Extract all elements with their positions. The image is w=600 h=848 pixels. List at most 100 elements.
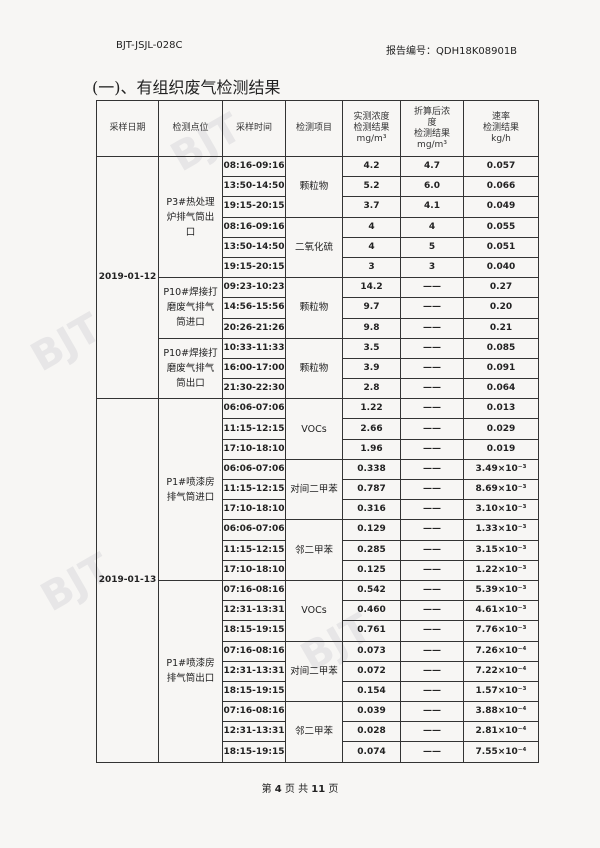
converted-concentration: 6.0 <box>400 176 464 198</box>
emission-rate: 7.76×10⁻³ <box>463 620 539 642</box>
sampling-point: P3#热处理炉排气筒出口 <box>158 155 223 279</box>
table-row: 2019-01-13 P1#喷漆房排气筒进口 06:06-07:06 VOCs 1.22… <box>96 398 539 763</box>
emission-rate: 0.051 <box>463 236 539 258</box>
table-row: P10#焊接打磨废气排气筒出口 10:33-11:33 颗粒物 3.5 —— 0.085 <box>97 337 539 400</box>
emission-rate: 0.064 <box>463 378 539 400</box>
sampling-time: 06:06-07:06 <box>222 398 286 420</box>
sampling-time: 20:26-21:26 <box>222 317 286 339</box>
footer-text: 页 共 <box>284 784 309 795</box>
emission-rate: 2.81×10⁻⁴ <box>463 721 539 743</box>
table-row: 18:15-19:15 0.074 —— 7.55×10⁻⁴ <box>97 741 539 763</box>
emission-rate: 5.39×10⁻³ <box>463 579 539 602</box>
measured-concentration: 4 <box>342 216 401 238</box>
converted-concentration: —— <box>400 317 464 339</box>
measured-concentration: 0.129 <box>342 519 401 541</box>
emission-rate: 4.61×10⁻³ <box>463 600 539 622</box>
emission-rate: 0.091 <box>463 357 539 380</box>
measured-concentration: 0.316 <box>342 499 401 521</box>
emission-rate: 0.057 <box>463 155 539 178</box>
total-pages: 11 <box>311 784 326 795</box>
sampling-time: 14:56-15:56 <box>222 297 286 319</box>
converted-concentration: —— <box>400 398 464 420</box>
table-row: 20:26-21:26 9.8 —— 0.21 <box>97 317 539 339</box>
table-row: 19:15-20:15 3 3 0.040 <box>97 256 539 279</box>
converted-concentration: —— <box>400 640 464 662</box>
test-item: 颗粒物 <box>285 277 343 339</box>
converted-concentration: —— <box>400 499 464 521</box>
emission-rate: 1.57×10⁻³ <box>463 680 539 703</box>
emission-rate: 8.69×10⁻³ <box>463 478 539 501</box>
emission-rate: 3.15×10⁻³ <box>463 539 539 561</box>
sampling-time: 13:50-14:50 <box>222 236 286 258</box>
converted-concentration: —— <box>400 378 464 400</box>
sampling-point: P10#焊接打磨废气排气筒进口 <box>158 277 223 339</box>
table-row: 14:56-15:56 9.7 —— 0.20 <box>97 297 539 319</box>
test-item: 邻二甲苯 <box>285 701 343 763</box>
converted-concentration: —— <box>400 478 464 501</box>
emission-rate: 7.26×10⁻⁴ <box>463 640 539 662</box>
sampling-time: 11:15-12:15 <box>222 478 286 501</box>
table-row: 06:06-07:06 对间二甲苯 0.338 —— 3.49×10⁻³ <box>97 458 539 521</box>
sampling-time: 11:15-12:15 <box>222 539 286 561</box>
measured-concentration: 2.66 <box>342 418 401 440</box>
emission-rate: 0.019 <box>463 438 539 460</box>
report-number-label: 报告编号： <box>386 46 436 57</box>
converted-concentration: 4.1 <box>400 196 464 218</box>
measured-concentration: 0.074 <box>342 741 401 763</box>
report-number: 报告编号：QDH18K08901B <box>386 42 517 57</box>
converted-concentration: —— <box>400 438 464 460</box>
footer-text: 第 <box>261 784 272 795</box>
emission-rate: 0.055 <box>463 216 539 238</box>
sampling-time: 18:15-19:15 <box>222 620 286 642</box>
measured-concentration: 1.96 <box>342 438 401 460</box>
emission-rate: 0.21 <box>463 317 539 339</box>
sampling-date: 2019-01-13 <box>96 398 159 763</box>
test-item: 对间二甲苯 <box>285 458 343 521</box>
sampling-time: 12:31-13:31 <box>222 660 286 682</box>
sampling-time: 09:23-10:23 <box>222 277 286 299</box>
table-row: 17:10-18:10 0.316 —— 3.10×10⁻³ <box>97 499 539 521</box>
table-row: 2019-01-12 P3#热处理炉排气筒出口 08:16-09:16 颗粒物 4.2 4… <box>96 155 539 400</box>
measured-concentration: 4 <box>342 236 401 258</box>
sampling-time: 19:15-20:15 <box>222 256 286 279</box>
column-header: 速率 检测结果 kg/h <box>463 100 539 157</box>
converted-concentration: —— <box>400 539 464 561</box>
converted-concentration: —— <box>400 418 464 440</box>
table-header-row: 采样日期 检测点位 采样时间 检测项目 实测浓度 检测结果 mg/m³ 折算后浓 度 检测… <box>96 100 539 157</box>
emission-rate: 0.066 <box>463 176 539 198</box>
emission-rate: 0.040 <box>463 256 539 279</box>
test-item: 二氧化硫 <box>285 216 343 279</box>
table-row: 21:30-22:30 2.8 —— 0.064 <box>97 378 539 400</box>
form-code: BJT-JSJL-028C <box>116 40 183 51</box>
sampling-time: 17:10-18:10 <box>222 438 286 460</box>
sampling-time: 07:16-08:16 <box>222 579 286 602</box>
measured-concentration: 0.039 <box>342 701 401 723</box>
converted-concentration: 5 <box>400 236 464 258</box>
emission-rate: 3.49×10⁻³ <box>463 458 539 481</box>
converted-concentration: —— <box>400 600 464 622</box>
measured-concentration: 0.285 <box>342 539 401 561</box>
emission-rate: 0.085 <box>463 337 539 359</box>
test-item: VOCs <box>285 579 343 642</box>
column-header: 采样日期 <box>96 100 159 157</box>
test-item: 颗粒物 <box>285 156 343 218</box>
sampling-time: 17:10-18:10 <box>222 499 286 521</box>
sampling-time: 10:33-11:33 <box>222 337 286 359</box>
table-row: 13:50-14:50 4 5 0.051 <box>97 236 539 258</box>
emission-rate: 0.27 <box>463 277 539 299</box>
converted-concentration: —— <box>400 277 464 299</box>
converted-concentration: —— <box>400 559 464 581</box>
measured-concentration: 0.787 <box>342 478 401 501</box>
test-item: 颗粒物 <box>285 337 343 400</box>
measured-concentration: 0.761 <box>342 620 401 642</box>
converted-concentration: —— <box>400 701 464 723</box>
table-row: 12:31-13:31 0.460 —— 4.61×10⁻³ <box>97 600 539 622</box>
sampling-time: 06:06-07:06 <box>222 458 286 481</box>
table-row: 17:10-18:10 0.125 —— 1.22×10⁻³ <box>97 559 539 581</box>
measured-concentration: 0.542 <box>342 579 401 602</box>
sampling-time: 17:10-18:10 <box>222 559 286 581</box>
emission-rate: 3.10×10⁻³ <box>463 499 539 521</box>
column-header: 采样时间 <box>222 100 286 157</box>
emission-results-table: 采样日期 检测点位 采样时间 检测项目 实测浓度 检测结果 mg/m³ 折算后浓 度 检测… <box>96 100 539 763</box>
column-header: 检测点位 <box>158 100 223 157</box>
